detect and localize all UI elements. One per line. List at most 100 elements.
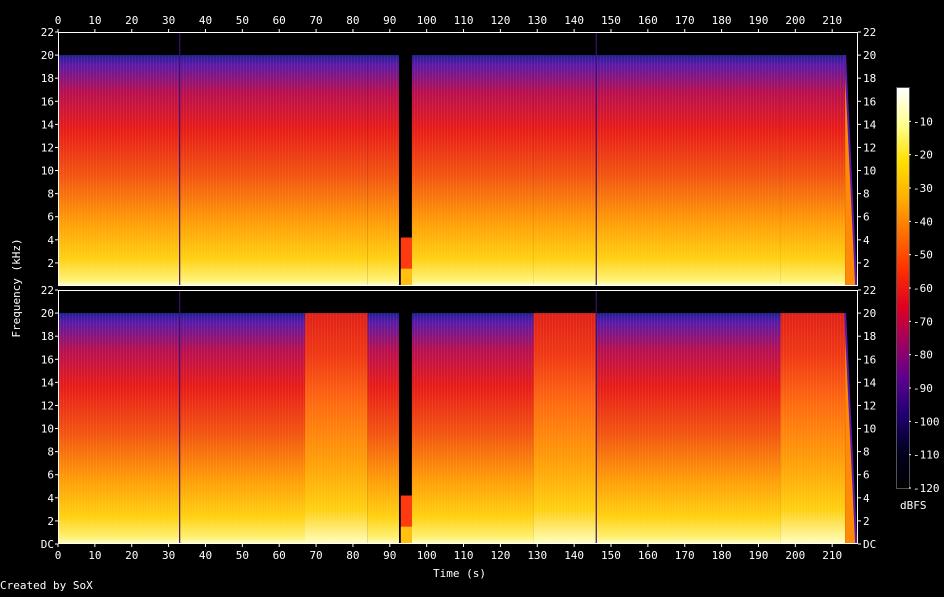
y-tick-label-left: 16 — [41, 95, 54, 108]
segment-4-low — [400, 268, 412, 286]
fadeout-edge — [844, 313, 858, 545]
colorbar-tick-label: -90 — [913, 382, 933, 395]
colorbar-tick-label: -100 — [913, 415, 940, 428]
y-tick-label-right: 6 — [863, 469, 870, 482]
x-tick-label-top: 170 — [675, 14, 695, 27]
x-tick-label-top: 130 — [527, 14, 547, 27]
x-tick-label-top: 40 — [199, 14, 212, 27]
segment-5-texture — [411, 313, 534, 544]
colorbar-tick-label: -20 — [913, 149, 933, 162]
x-tick-label-top: 0 — [55, 14, 62, 27]
segment-6-texture — [533, 313, 597, 544]
segment-0-texture — [58, 313, 180, 544]
x-tick-label-top: 30 — [162, 14, 175, 27]
y-tick-label-right: 16 — [863, 353, 876, 366]
fadeout-edge — [844, 55, 858, 287]
y-tick-label-left: 22 — [41, 26, 54, 39]
y-tick-label-right: 12 — [863, 141, 876, 154]
y-axis-label: Frequency (kHz) — [10, 238, 23, 337]
y-tick-label-right: 22 — [863, 26, 876, 39]
y-tick-label-right: 8 — [863, 188, 870, 201]
x-tick-label-bottom: 50 — [236, 549, 249, 562]
x-tick-label-top: 210 — [822, 14, 842, 27]
x-tick-label-bottom: 190 — [749, 549, 769, 562]
colorbar-tick-label: -30 — [913, 182, 933, 195]
y-tick-label-right: 16 — [863, 95, 876, 108]
x-tick-label-bottom: 120 — [490, 549, 510, 562]
y-tick-label-right: 12 — [863, 399, 876, 412]
y-tick-label-right: 22 — [863, 284, 876, 297]
colorbar-tick-label: -60 — [913, 282, 933, 295]
segment-3-texture — [367, 55, 400, 286]
x-tick-label-bottom: 150 — [601, 549, 621, 562]
y-tick-label-right: 18 — [863, 330, 876, 343]
x-tick-label-top: 80 — [346, 14, 359, 27]
colorbar-tick-label: -40 — [913, 215, 933, 228]
y-tick-label-right: 6 — [863, 211, 870, 224]
y-tick-label-left: 4 — [47, 234, 54, 247]
x-tick-label-top: 140 — [564, 14, 584, 27]
y-tick-label-right: 14 — [863, 376, 877, 389]
y-tick-label-left: DC — [41, 538, 54, 551]
y-tick-label-left: 14 — [41, 118, 55, 131]
x-tick-label-bottom: 60 — [273, 549, 286, 562]
y-tick-label-left: 20 — [41, 307, 54, 320]
y-tick-label-right: 20 — [863, 307, 876, 320]
x-axis-label: Time (s) — [433, 567, 486, 580]
y-tick-label-right: 2 — [863, 515, 870, 528]
y-tick-label-left: 16 — [41, 353, 54, 366]
x-tick-label-top: 110 — [454, 14, 474, 27]
y-tick-label-left: 14 — [41, 376, 55, 389]
y-tick-label-left: 10 — [41, 423, 54, 436]
y-tick-label-right: 2 — [863, 257, 870, 270]
x-tick-label-bottom: 200 — [785, 549, 805, 562]
y-tick-label-right: 20 — [863, 49, 876, 62]
x-tick-label-bottom: 30 — [162, 549, 175, 562]
x-tick-label-bottom: 160 — [638, 549, 658, 562]
colorbar-tick-label: -10 — [913, 115, 933, 128]
x-tick-label-top: 90 — [383, 14, 396, 27]
x-tick-label-top: 180 — [712, 14, 732, 27]
segment-1-texture — [179, 55, 306, 286]
sox-credit: Created by SoX — [0, 579, 93, 592]
y-tick-label-left: 10 — [41, 165, 54, 178]
y-tick-label-left: 8 — [47, 188, 54, 201]
colorbar-tick-label: -70 — [913, 315, 933, 328]
segment-2-texture — [305, 313, 368, 544]
y-tick-label-right: DC — [863, 538, 876, 551]
y-tick-label-right: 18 — [863, 72, 876, 85]
x-tick-label-bottom: 90 — [383, 549, 396, 562]
segment-7-texture — [596, 313, 781, 544]
x-tick-label-top: 20 — [125, 14, 138, 27]
x-tick-label-top: 10 — [88, 14, 101, 27]
colorbar-tick-label: -80 — [913, 349, 933, 362]
y-tick-label-right: 4 — [863, 234, 870, 247]
y-tick-label-left: 2 — [47, 515, 54, 528]
y-tick-label-left: 18 — [41, 330, 54, 343]
plot-frame — [58, 290, 858, 544]
y-tick-label-right: 8 — [863, 446, 870, 459]
y-tick-label-left: 2 — [47, 257, 54, 270]
plot-frame — [58, 32, 858, 286]
y-tick-label-left: 6 — [47, 211, 54, 224]
x-tick-label-bottom: 130 — [527, 549, 547, 562]
y-tick-label-right: 10 — [863, 165, 876, 178]
x-tick-label-top: 190 — [749, 14, 769, 27]
x-tick-label-top: 160 — [638, 14, 658, 27]
channel-1-spectrogram — [58, 32, 858, 287]
colorbar — [897, 88, 909, 488]
segment-4-low — [400, 526, 412, 544]
segment-0-texture — [58, 55, 180, 286]
channel-2-spectrogram — [58, 290, 858, 545]
x-tick-label-bottom: 210 — [822, 549, 842, 562]
segment-6-texture — [533, 55, 597, 286]
x-tick-label-bottom: 110 — [454, 549, 474, 562]
y-tick-label-right: 10 — [863, 423, 876, 436]
segment-8-texture — [780, 313, 846, 544]
x-tick-label-bottom: 140 — [564, 549, 584, 562]
colorbar-tick-label: -50 — [913, 249, 933, 262]
x-tick-label-bottom: 180 — [712, 549, 732, 562]
segment-5-texture — [411, 55, 534, 286]
y-tick-label-left: 4 — [47, 492, 54, 505]
